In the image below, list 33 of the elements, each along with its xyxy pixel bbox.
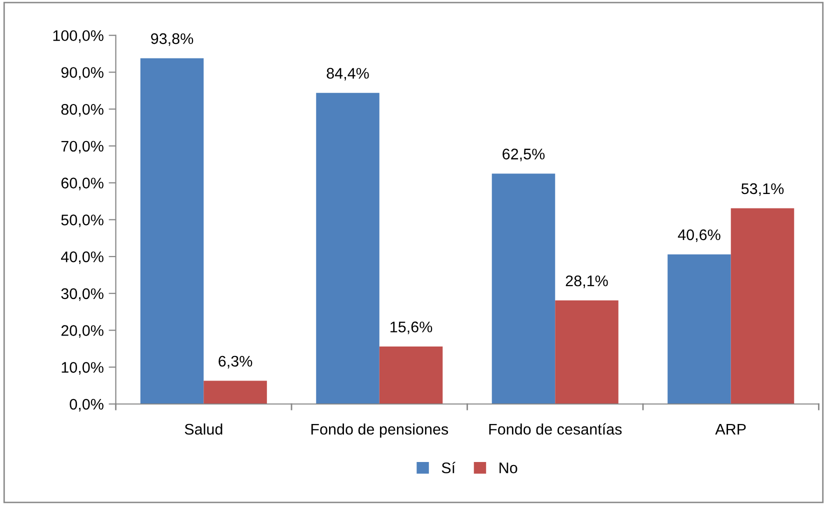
data-label: 28,1% — [566, 275, 608, 288]
data-label: 93,8% — [151, 33, 194, 46]
bar — [555, 300, 618, 404]
legend-label: Sí — [442, 462, 456, 474]
bar — [140, 58, 204, 404]
y-tick-label: 20,0% — [61, 325, 104, 338]
y-tick-label: 70,0% — [61, 140, 104, 154]
data-label: 40,6% — [678, 229, 720, 242]
bar — [316, 92, 380, 404]
y-tick-label: 50,0% — [61, 214, 104, 228]
bar — [730, 208, 794, 404]
y-tick-label: 0,0% — [70, 398, 104, 412]
bar — [668, 254, 731, 404]
y-tick-label: 60,0% — [61, 178, 104, 190]
data-label: 53,1% — [741, 183, 784, 196]
bar — [379, 346, 443, 404]
data-label: 6,3% — [218, 356, 252, 368]
x-tick-label: Salud — [184, 423, 222, 435]
y-tick-label: 40,0% — [61, 251, 104, 264]
legend-label: No — [500, 462, 518, 474]
bar — [492, 174, 556, 404]
data-label: 84,4% — [326, 68, 369, 81]
x-tick-label: Fondo de cesantías — [489, 423, 622, 435]
y-tick-label: 80,0% — [61, 104, 104, 117]
y-tick-label: 30,0% — [61, 288, 104, 301]
y-tick-label: 100,0% — [53, 30, 104, 43]
y-tick-label: 90,0% — [61, 67, 104, 80]
data-label: 15,6% — [390, 322, 432, 334]
x-tick-label: ARP — [715, 424, 746, 435]
x-tick-label: Fondo de pensiones — [311, 423, 448, 438]
y-tick-label: 10,0% — [62, 362, 104, 375]
bar — [204, 380, 267, 404]
data-label: 62,5% — [502, 148, 545, 162]
